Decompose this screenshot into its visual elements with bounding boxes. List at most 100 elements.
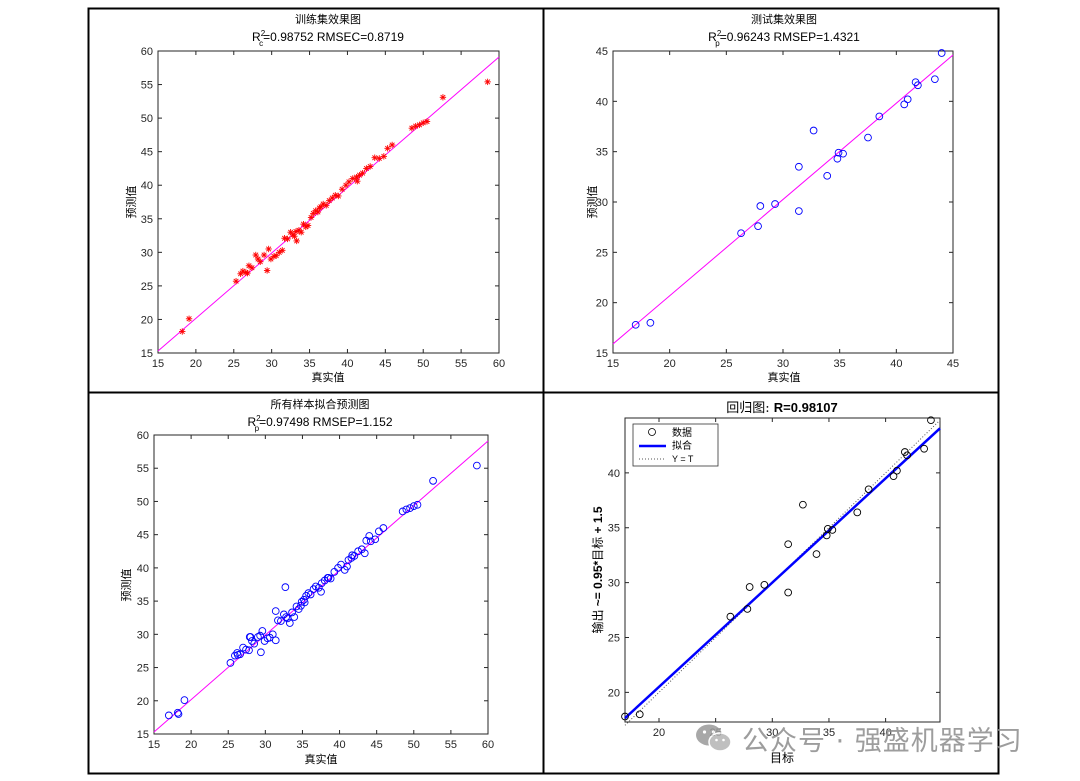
chart-title: 所有样本拟合预测图: [271, 397, 370, 411]
data-point: [760, 580, 769, 589]
data-point: [429, 476, 437, 485]
data-point: [326, 574, 335, 583]
y-tick-label: 30: [608, 578, 620, 590]
chart-title: 测试集效果图: [751, 12, 817, 26]
x-tick-label: 35: [303, 358, 315, 370]
x-tick-label: 35: [823, 727, 835, 739]
data-point: [360, 549, 369, 558]
data-point: [366, 163, 374, 170]
data-point: [263, 267, 271, 274]
data-point: [409, 502, 418, 510]
y-tick-label: 40: [596, 96, 608, 108]
data-point: [250, 639, 259, 648]
wechat-icon: [694, 722, 734, 754]
data-point: [631, 320, 640, 329]
data-point: [317, 587, 325, 596]
y-tick-label: 20: [141, 314, 153, 326]
data-points: [621, 416, 935, 721]
fit-line: [612, 54, 954, 345]
y-tick-label: 40: [137, 563, 149, 575]
data-point: [931, 75, 939, 84]
x-tick-label: 15: [148, 739, 160, 751]
data-point: [365, 532, 374, 540]
data-point: [185, 315, 193, 322]
data-point: [379, 524, 388, 532]
y-tick-label: 30: [137, 629, 149, 641]
data-point: [245, 262, 253, 269]
x-tick-label: 20: [653, 727, 665, 739]
data-point: [737, 229, 745, 238]
chart-title: 训练集效果图: [295, 12, 361, 26]
data-point: [799, 500, 807, 509]
y-axis-label: 输出 ~= 0.95*目标 + 1.5: [590, 506, 605, 633]
y-tick-label: 15: [137, 729, 149, 741]
y-tick-label: 15: [596, 348, 608, 360]
data-point: [180, 696, 189, 704]
data-point: [353, 173, 360, 181]
data-point: [371, 535, 380, 544]
data-point: [254, 633, 262, 641]
x-tick-label: 55: [445, 739, 457, 751]
data-point: [248, 264, 256, 271]
x-tick-label: 15: [152, 358, 164, 370]
x-tick-label: 40: [341, 358, 353, 370]
chart-subtitle: R2 p=0.96243 RMSEP=1.4321: [708, 29, 860, 48]
data-point: [784, 588, 793, 597]
x-tick-label: 35: [834, 358, 846, 370]
y-tick-label: 35: [141, 214, 153, 226]
x-tick-label: 60: [482, 739, 494, 751]
chart-regression: 回归图: R=0.98107 20 25 30 35 40 20 25 30 35 40 数据 …: [590, 400, 941, 765]
x-tick-label: 20: [190, 358, 202, 370]
fit-line: [157, 56, 500, 352]
data-point: [236, 650, 244, 659]
y-ticks: 20 25 30 35 40: [608, 468, 940, 699]
y-tick-label: 20: [137, 696, 149, 708]
y-tick-label: 25: [141, 281, 153, 293]
x-tick-label: 30: [766, 727, 778, 739]
data-point: [937, 49, 946, 57]
data-point: [828, 526, 837, 534]
data-point: [290, 613, 299, 621]
data-point: [903, 451, 911, 460]
data-point: [232, 277, 240, 285]
data-point: [288, 608, 296, 617]
x-tick-label: 35: [296, 739, 308, 751]
x-axis-label: 真实值: [312, 370, 345, 384]
data-point: [246, 633, 255, 641]
data-point: [398, 507, 407, 516]
data-point: [833, 154, 842, 163]
data-point: [248, 637, 256, 645]
data-point: [371, 154, 378, 161]
data-points: [179, 78, 491, 335]
x-tick-label: 15: [607, 358, 619, 370]
data-point: [260, 251, 268, 259]
y-tick-label: 25: [137, 663, 149, 675]
data-point: [174, 710, 183, 718]
chart-subtitle: R2 c=0.98752 RMSEC=0.8719: [252, 29, 404, 48]
data-point: [893, 466, 901, 475]
data-point: [335, 192, 342, 200]
y-tick-label: 60: [141, 46, 153, 58]
data-point: [256, 631, 264, 640]
data-point: [281, 583, 290, 592]
data-point: [795, 162, 803, 171]
data-point: [413, 500, 422, 509]
data-point: [756, 202, 765, 210]
data-point: [376, 155, 383, 162]
y-ticks: 15 20 25 30 35 40 45: [596, 46, 953, 360]
data-point: [265, 245, 272, 253]
chart-all: 所有样本拟合预测图 R2 p=0.97498 RMSEP=1.152 15 20 25…: [120, 397, 494, 766]
y-tick-label: 45: [596, 46, 608, 58]
data-point: [388, 141, 396, 149]
legend-label-data: 数据: [672, 426, 692, 439]
data-point: [809, 126, 818, 135]
data-point: [292, 228, 300, 235]
x-tick-label: 20: [185, 739, 197, 751]
data-point: [795, 207, 803, 215]
legend[interactable]: 数据 拟合 Y = T: [632, 423, 719, 467]
y-tick-label: 20: [608, 687, 620, 699]
y-tick-label: 20: [596, 298, 608, 310]
data-point: [812, 550, 821, 558]
data-point: [179, 328, 186, 335]
x-ticks: 15 20 25 30 35 40 45: [607, 51, 959, 370]
